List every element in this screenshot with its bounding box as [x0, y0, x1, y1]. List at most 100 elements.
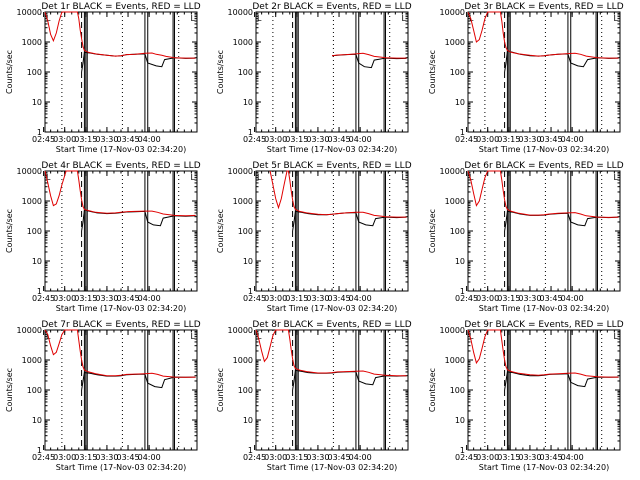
x-axis-label: Start Time (17-Nov-03 02:34:20)	[56, 463, 186, 472]
legend-marker-left: L	[257, 14, 262, 23]
y-tick-label: 10000	[228, 8, 253, 17]
y-axis-label: Counts/sec	[216, 368, 225, 412]
x-tick-label: 04:00	[561, 453, 584, 462]
x-axis-label: Start Time (17-Nov-03 02:34:20)	[267, 304, 397, 313]
x-tick-label: 03:00	[53, 135, 76, 144]
y-axis-label: Counts/sec	[428, 209, 437, 253]
x-tick-label: 04:00	[349, 294, 372, 303]
panel-title: Det 1r BLACK = Events, RED = LLD	[41, 2, 200, 12]
x-tick-label: 03:15	[74, 135, 97, 144]
x-tick-label: 03:30	[95, 453, 118, 462]
y-tick-label: 1000	[233, 356, 253, 365]
x-tick-label: 04:00	[138, 135, 161, 144]
detector-panel-4: Det 4r BLACK = Events, RED = LLD L L 1 10 100…	[5, 161, 201, 313]
x-tick-label: 04:00	[138, 453, 161, 462]
x-tick-label: 04:00	[138, 294, 161, 303]
x-tick-label: 03:15	[74, 294, 97, 303]
x-axis-label: Start Time (17-Nov-03 02:34:20)	[479, 463, 609, 472]
x-tick-label: 03:15	[285, 135, 308, 144]
legend-marker-left: L	[469, 14, 474, 23]
x-axis-label: Start Time (17-Nov-03 02:34:20)	[267, 145, 397, 154]
legend-marker-right: L	[402, 173, 407, 182]
y-tick-label: 10000	[228, 167, 253, 176]
lld-series	[44, 329, 196, 378]
detector-panel-8: Det 8r BLACK = Events, RED = LLD L L 1 10 100…	[216, 320, 412, 472]
events-series	[331, 53, 407, 69]
y-tick-label: 100	[27, 227, 42, 236]
detector-panel-9: Det 9r BLACK = Events, RED = LLD L L 1 10 100…	[428, 320, 624, 472]
y-tick-label: 10	[32, 257, 42, 266]
detector-panel-1: Det 1r BLACK = Events, RED = LLD L L 1 10 100…	[5, 2, 201, 154]
y-tick-label: 10	[455, 257, 465, 266]
detector-panel-3: Det 3r BLACK = Events, RED = LLD L L 1 10 100…	[428, 2, 624, 154]
y-tick-label: 100	[450, 68, 465, 77]
x-tick-label: 03:30	[95, 294, 118, 303]
x-tick-label: 03:00	[476, 135, 499, 144]
events-series	[292, 369, 407, 391]
y-axis-label: Counts/sec	[5, 368, 14, 412]
y-tick-label: 1	[248, 287, 253, 296]
x-tick-label: 03:45	[540, 294, 563, 303]
panel-title: Det 4r BLACK = Events, RED = LLD	[41, 161, 200, 171]
y-axis-label: Counts/sec	[428, 368, 437, 412]
y-tick-label: 1000	[233, 197, 253, 206]
panel-title: Det 3r BLACK = Events, RED = LLD	[464, 2, 623, 12]
legend-marker-left: L	[469, 332, 474, 341]
x-axis-label: Start Time (17-Nov-03 02:34:20)	[479, 304, 609, 313]
x-tick-label: 04:00	[349, 135, 372, 144]
x-tick-label: 03:30	[306, 135, 329, 144]
y-tick-label: 10000	[440, 167, 465, 176]
panel-title: Det 8r BLACK = Events, RED = LLD	[252, 320, 411, 330]
x-tick-label: 02:45	[243, 294, 266, 303]
lld-series	[44, 11, 196, 59]
y-tick-label: 1000	[22, 356, 42, 365]
x-tick-label: 03:15	[74, 453, 97, 462]
y-tick-label: 1000	[445, 38, 465, 47]
y-tick-label: 1	[248, 446, 253, 455]
y-axis-label: Counts/sec	[5, 209, 14, 253]
x-tick-label: 03:45	[540, 453, 563, 462]
x-tick-label: 03:15	[497, 135, 520, 144]
y-tick-label: 1	[460, 128, 465, 137]
y-axis-label: Counts/sec	[216, 50, 225, 94]
x-tick-label: 03:45	[540, 135, 563, 144]
y-tick-label: 100	[450, 386, 465, 395]
detector-panel-2: Det 2r BLACK = Events, RED = LLD L L 1 10 100…	[216, 2, 412, 154]
y-tick-label: 1	[248, 128, 253, 137]
y-tick-label: 100	[27, 386, 42, 395]
lld-series	[467, 329, 619, 378]
x-tick-label: 03:45	[117, 453, 140, 462]
x-tick-label: 03:00	[264, 453, 287, 462]
x-tick-label: 04:00	[349, 453, 372, 462]
events-series	[504, 210, 619, 232]
x-tick-label: 03:30	[518, 294, 541, 303]
legend-marker-right: L	[614, 14, 619, 23]
x-tick-label: 03:00	[264, 135, 287, 144]
x-tick-label: 03:30	[306, 294, 329, 303]
x-tick-label: 03:45	[117, 135, 140, 144]
legend-marker-right: L	[191, 332, 196, 341]
x-tick-label: 03:45	[117, 294, 140, 303]
y-tick-label: 1000	[22, 38, 42, 47]
x-tick-label: 03:00	[53, 453, 76, 462]
panel-title: Det 7r BLACK = Events, RED = LLD	[41, 320, 200, 330]
x-tick-label: 03:30	[95, 135, 118, 144]
detector-panel-6: Det 6r BLACK = Events, RED = LLD L L 1 10 100…	[428, 161, 624, 313]
lld-series	[255, 329, 407, 377]
x-tick-label: 03:45	[328, 453, 351, 462]
x-tick-label: 03:00	[264, 294, 287, 303]
y-tick-label: 100	[27, 68, 42, 77]
x-tick-label: 02:45	[455, 294, 478, 303]
y-tick-label: 10	[243, 257, 253, 266]
y-tick-label: 10	[32, 98, 42, 107]
y-tick-label: 1	[460, 287, 465, 296]
panel-title: Det 2r BLACK = Events, RED = LLD	[252, 2, 411, 12]
y-axis-label: Counts/sec	[428, 50, 437, 94]
x-tick-label: 02:45	[455, 453, 478, 462]
x-tick-label: 02:45	[32, 294, 55, 303]
legend-marker-right: L	[614, 173, 619, 182]
x-tick-label: 04:00	[561, 135, 584, 144]
y-tick-label: 10	[455, 98, 465, 107]
